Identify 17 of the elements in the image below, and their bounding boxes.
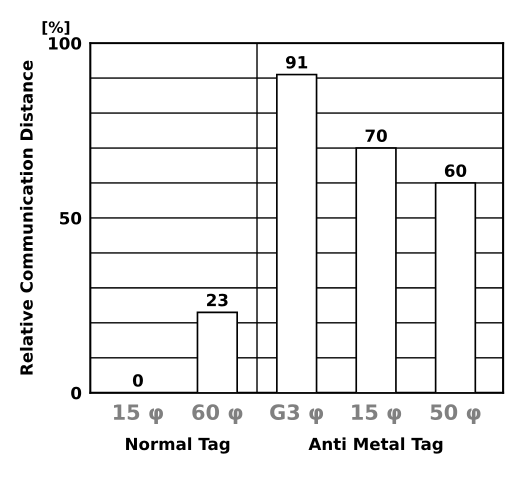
x-tick-label: 15 φ bbox=[352, 404, 402, 424]
x-tick-label: 15 φ bbox=[114, 404, 164, 424]
data-label: 70 bbox=[366, 129, 387, 142]
y-tick-label: 50 bbox=[60, 212, 82, 225]
y-tick-label: 100 bbox=[49, 37, 82, 50]
y-tick-label: 0 bbox=[71, 386, 82, 400]
text: Anti Metal Tag bbox=[308, 437, 442, 454]
text: [%] bbox=[42, 21, 70, 35]
x-tick-label: 60 φ bbox=[192, 404, 242, 424]
x-tick-label: 50 φ bbox=[430, 404, 481, 424]
y-axis-title: Relative Communication Distance bbox=[20, 60, 33, 375]
x-tick-label: G3 φ bbox=[270, 404, 324, 424]
data-label: 91 bbox=[286, 56, 308, 69]
data-label: 23 bbox=[207, 294, 228, 306]
data-label: 0 bbox=[132, 374, 143, 387]
text: Normal Tag bbox=[126, 437, 230, 454]
data-label: 60 bbox=[444, 164, 466, 177]
